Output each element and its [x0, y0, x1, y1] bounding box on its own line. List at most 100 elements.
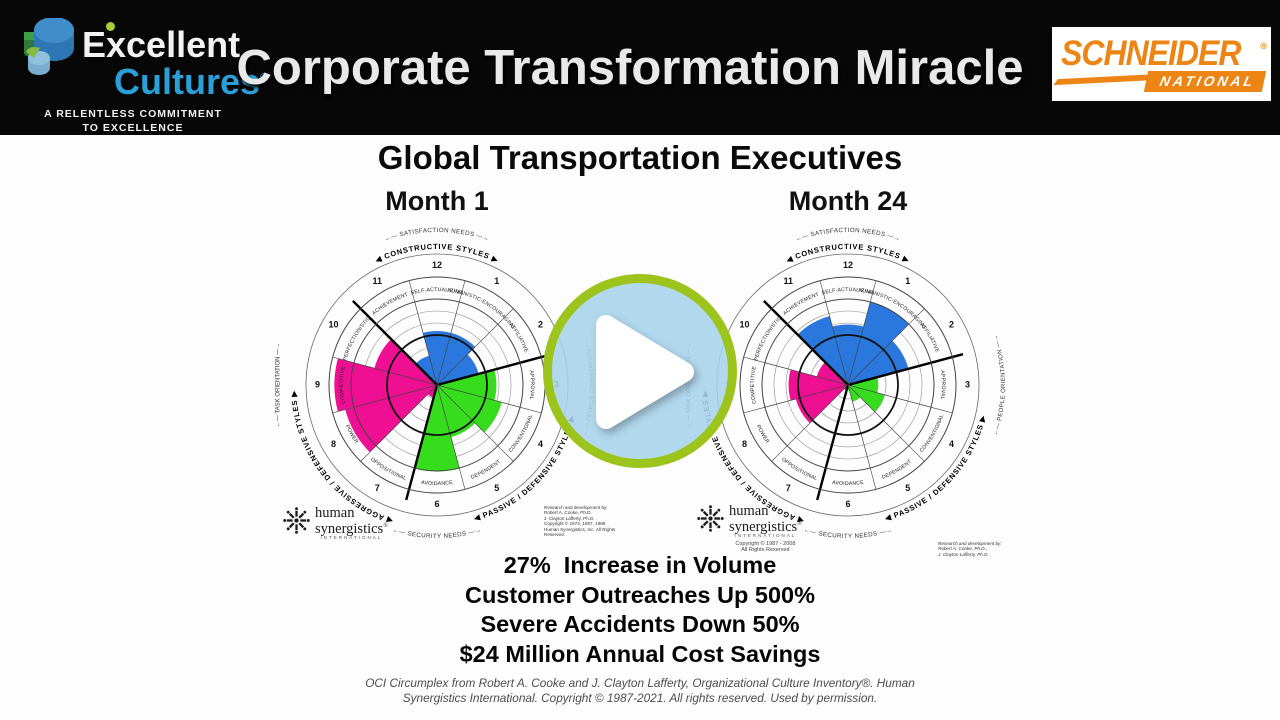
human-synergistics-logo: human synergistics® INTERNATIONAL Copyri…: [697, 503, 802, 554]
hs-word-synergistics: synergistics®: [729, 518, 802, 535]
stat-volume: 27% Increase in Volume: [503, 552, 777, 578]
starburst-icon: [283, 507, 310, 534]
svg-text:OPPOSITIONAL: OPPOSITIONAL: [780, 457, 818, 482]
sector-fill-11: [415, 355, 437, 385]
sector-number-6: 6: [845, 499, 850, 509]
svg-text:SELF-ACTUALIZING: SELF-ACTUALIZING: [410, 287, 464, 297]
stat-outreach: Customer Outreaches Up 500%: [464, 581, 815, 608]
svg-text:AFFILIATIVE: AFFILIATIVE: [508, 322, 530, 354]
svg-text:PERFECTIONISTIC: PERFECTIONISTIC: [342, 315, 372, 361]
hs-subline: INTERNATIONAL: [734, 532, 797, 538]
sector-fill-7: [427, 385, 437, 398]
svg-text:←— SATISFACTION NEEDS —→: ←— SATISFACTION NEEDS —→: [384, 227, 491, 243]
sector-number-5: 5: [905, 483, 910, 493]
svg-text:AVOIDANCE: AVOIDANCE: [832, 480, 865, 487]
sector-fill-1: [848, 301, 910, 385]
svg-text:←— PEOPLE ORIENTATION —→: ←— PEOPLE ORIENTATION —→: [993, 334, 1007, 436]
svg-text:APPROVAL: APPROVAL: [939, 370, 946, 400]
sector-fill-2: [848, 340, 909, 385]
svg-text:COMPETITIVE: COMPETITIVE: [339, 365, 347, 404]
sector-fill-4: [437, 385, 502, 433]
header-bar: Excellent Cultures® A RELENTLESS COMMITM…: [0, 0, 1280, 135]
sector-number-2: 2: [538, 320, 543, 330]
svg-text:←— SECURITY NEEDS —→: ←— SECURITY NEEDS —→: [803, 527, 893, 540]
sector-fill-6: [414, 385, 460, 472]
brand-word-cultures: Cultures®: [114, 61, 269, 102]
chart-credits-month-1: Research and development by: Robert A. C…: [544, 505, 616, 538]
chart-title-month-1: Month 1: [385, 186, 489, 216]
sector-number-1: 1: [494, 276, 499, 286]
sector-number-10: 10: [739, 320, 749, 330]
sector-fill-5: [437, 385, 476, 438]
sector-number-12: 12: [843, 260, 853, 270]
starburst-icon: [697, 505, 724, 532]
sector-number-9: 9: [315, 379, 320, 389]
hs-copyright: Copyright © 1987 - 2008 All Rights Reser…: [735, 540, 796, 554]
svg-text:←— SECURITY NEEDS —→: ←— SECURITY NEEDS —→: [392, 527, 482, 540]
sector-number-3: 3: [965, 379, 970, 389]
svg-text:CONVENTIONAL: CONVENTIONAL: [919, 414, 945, 454]
sector-fill-1: [437, 332, 476, 385]
human-synergistics-logo: human synergistics® INTERNATIONAL: [283, 505, 388, 541]
sector-number-4: 4: [538, 439, 543, 449]
sector-number-2: 2: [949, 320, 954, 330]
svg-text:CONVENTIONAL: CONVENTIONAL: [508, 414, 534, 454]
video-title: Corporate Transformation Miracle: [236, 41, 1024, 95]
pie-chart-logo-icon: [24, 18, 74, 75]
sector-fill-8: [345, 385, 437, 453]
sector-number-10: 10: [328, 320, 338, 330]
sector-number-5: 5: [494, 483, 499, 493]
results-stats: 27% Increase in Volume Customer Outreach…: [0, 551, 1280, 669]
svg-text:COMPETITIVE: COMPETITIVE: [750, 365, 758, 404]
sector-fill-2: [437, 354, 479, 385]
hs-word-synergistics: synergistics®: [315, 520, 388, 537]
slide-heading: Global Transportation Executives: [377, 139, 903, 176]
sector-number-7: 7: [786, 483, 791, 493]
svg-text:SELF-ACTUALIZING: SELF-ACTUALIZING: [821, 287, 875, 297]
sector-number-11: 11: [783, 276, 793, 286]
play-icon: [596, 315, 694, 429]
sector-fill-12: [832, 324, 864, 385]
hs-word-human: human: [315, 505, 355, 521]
registered-mark: ®: [260, 72, 269, 84]
sector-number-11: 11: [372, 276, 382, 286]
svg-text:OPPOSITIONAL: OPPOSITIONAL: [369, 457, 407, 482]
brand-word-excellent: Excellent: [82, 24, 241, 65]
hs-subline: INTERNATIONAL: [320, 534, 383, 540]
sector-number-12: 12: [432, 260, 442, 270]
sector-fill-9: [334, 358, 437, 412]
svg-text:AFFILIATIVE: AFFILIATIVE: [919, 322, 941, 354]
sector-fill-8: [795, 385, 848, 424]
excellent-cultures-logo: Excellent Cultures® A RELENTLESS COMMITM…: [10, 4, 268, 134]
brand-tagline: A RELENTLESS COMMITMENT TO EXCELLENCE: [44, 108, 222, 134]
schneider-national-banner: NATIONAL: [1143, 71, 1267, 92]
copyright-citation: OCI Circumplex from Robert A. Cooke and …: [365, 676, 915, 705]
chart-title-month-24: Month 24: [788, 186, 908, 216]
svg-text:APPROVAL: APPROVAL: [528, 370, 535, 400]
sector-fill-5: [848, 385, 861, 402]
brand-x-accent-dot: [106, 22, 115, 31]
sector-fill-3: [437, 369, 497, 401]
sector-number-8: 8: [331, 439, 336, 449]
svg-text:PERFECTIONISTIC: PERFECTIONISTIC: [753, 315, 783, 361]
sector-fill-11: [797, 316, 848, 385]
sector-fill-10: [816, 362, 848, 385]
sector-fill-10: [374, 339, 437, 385]
svg-text:AVOIDANCE: AVOIDANCE: [421, 480, 454, 487]
sector-fill-9: [788, 369, 848, 401]
task-orientation-label: ←— TASK ORIENTATION —→: [276, 343, 282, 427]
hs-word-human: human: [729, 503, 769, 519]
sector-number-4: 4: [949, 439, 954, 449]
svg-text:POWER: POWER: [755, 424, 770, 445]
sector-number-8: 8: [742, 439, 747, 449]
sector-fill-12: [423, 330, 451, 385]
stat-accidents: Severe Accidents Down 50%: [480, 611, 800, 637]
svg-text:←— SATISFACTION NEEDS —→: ←— SATISFACTION NEEDS —→: [795, 227, 902, 243]
sector-number-7: 7: [375, 483, 380, 493]
sector-fill-4: [848, 385, 885, 412]
video-play-button[interactable]: [543, 274, 737, 468]
schneider-national-logo: SCHNEIDER ® NATIONAL: [1052, 27, 1271, 101]
stat-savings: $24 Million Annual Cost Savings: [459, 640, 821, 667]
sector-number-6: 6: [434, 499, 439, 509]
